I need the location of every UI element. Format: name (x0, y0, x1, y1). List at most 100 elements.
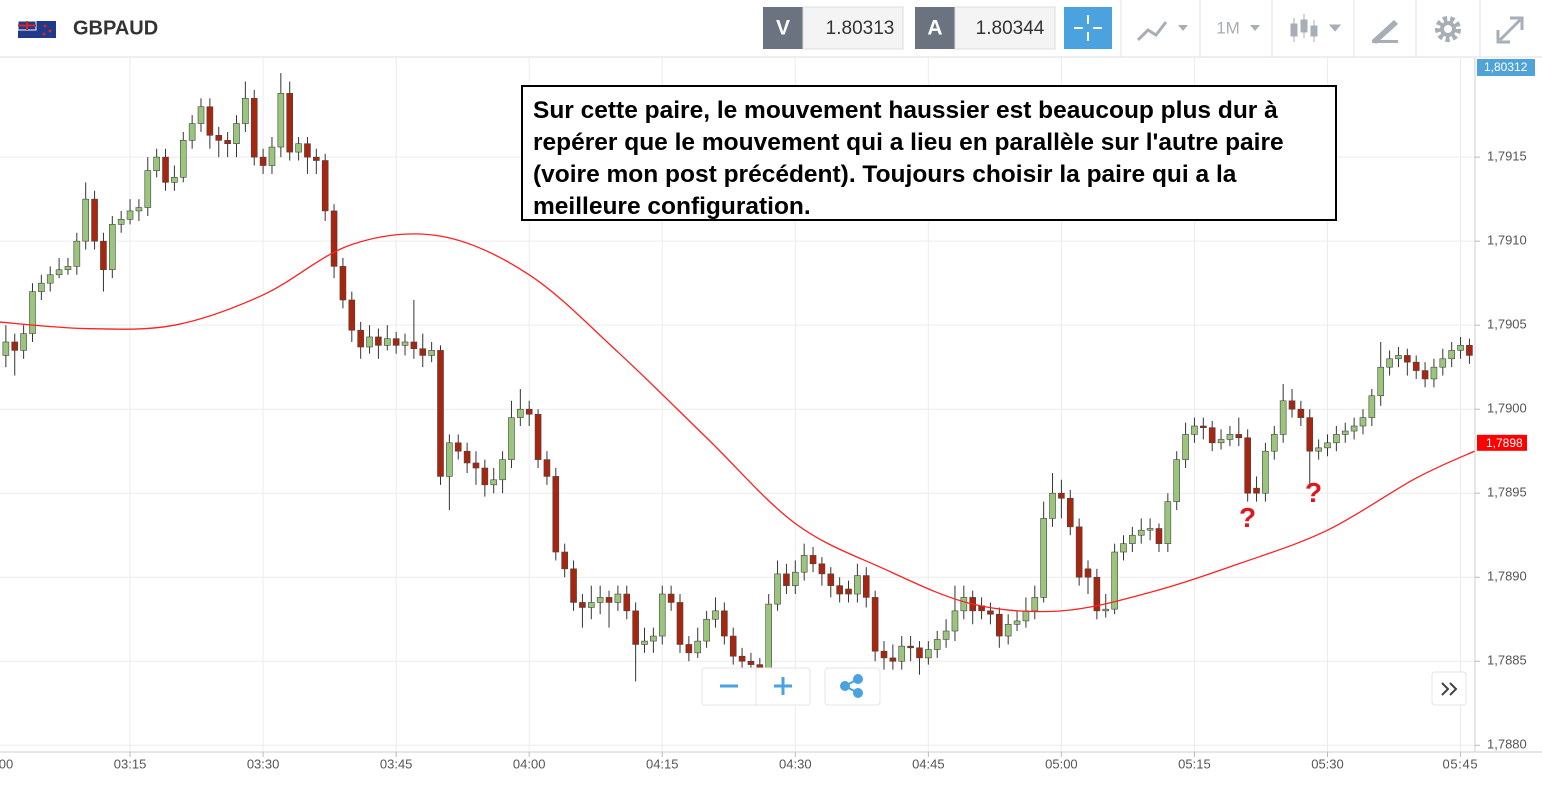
zoom-controls (701, 667, 1467, 706)
candle-body (862, 575, 870, 598)
bid-label: V (776, 17, 790, 40)
candle-body (1306, 417, 1314, 452)
bid-price: 1.80313 (826, 18, 895, 39)
candle-body (144, 170, 152, 208)
y-tick-label: 1,7895 (1487, 485, 1527, 500)
candle-body (1341, 430, 1349, 435)
candle-body (1217, 439, 1225, 444)
x-tick-label: 03:00 (0, 756, 13, 771)
candle-body (38, 282, 45, 292)
candle-body (179, 140, 187, 178)
candle-body (1421, 370, 1429, 380)
candle-body (783, 573, 790, 586)
scroll-right-button[interactable] (1431, 671, 1467, 706)
zoom-in[interactable] (774, 677, 792, 695)
candle-body (188, 123, 196, 141)
candle-body (729, 635, 737, 657)
ask-box[interactable] (954, 6, 1056, 50)
bid-box[interactable] (802, 6, 904, 50)
candle-body (117, 219, 125, 225)
ask-price: 1.80344 (976, 18, 1045, 39)
candle-body (171, 177, 178, 183)
candle-body (1262, 450, 1269, 494)
candle-body (632, 610, 639, 645)
y-tick-label: 1,7880 (1487, 737, 1527, 752)
x-tick-label: 04:00 (513, 756, 546, 771)
candle-body (951, 610, 959, 632)
candle-body (1226, 434, 1234, 440)
candle-body (1102, 608, 1110, 612)
candle-body (712, 610, 719, 620)
candle-body (587, 602, 595, 608)
candle-body (11, 341, 19, 351)
candle-body (82, 198, 89, 242)
x-tick-label: 04:45 (912, 756, 945, 771)
candle-body (765, 603, 772, 670)
candle-body (1013, 620, 1021, 625)
candle-body (1093, 576, 1101, 612)
bid-button[interactable] (763, 7, 803, 49)
ask-button[interactable] (915, 7, 955, 49)
candle-body (747, 660, 755, 665)
question-mark: ? (1239, 502, 1257, 533)
candle-body (348, 299, 356, 331)
candle-body (1448, 350, 1455, 360)
candle-body (419, 348, 427, 356)
candle-body (880, 650, 888, 659)
y-tick-label: 1,7900 (1487, 401, 1527, 416)
candle-body (809, 555, 817, 565)
candle-body (916, 647, 923, 659)
candle-body (437, 350, 444, 477)
candles-button[interactable] (1290, 14, 1342, 42)
candle-body (1173, 459, 1181, 502)
candle-body (933, 639, 941, 650)
candle-body (1439, 358, 1447, 368)
candle-body (366, 336, 373, 348)
candle-body (791, 571, 799, 586)
last-price-tag (1477, 434, 1527, 451)
draw-button[interactable] (1372, 20, 1398, 44)
candle-body (383, 338, 391, 346)
candle-body (375, 336, 382, 346)
candle-body (46, 274, 54, 284)
candle-body (543, 459, 551, 477)
y-tick-label: 1,7910 (1487, 233, 1527, 248)
candle-body (454, 442, 462, 452)
fullscreen-button[interactable] (1496, 16, 1524, 44)
candle-body (126, 210, 134, 220)
candle-body (109, 224, 116, 271)
candle-body (1129, 534, 1136, 544)
settings-button[interactable] (1435, 16, 1461, 42)
candle-body (286, 92, 294, 153)
candle-body (987, 610, 994, 615)
candle-body (1066, 497, 1074, 528)
candle-body (259, 156, 267, 166)
candle-body (1075, 526, 1083, 578)
chart-type-button[interactable] (1136, 21, 1188, 42)
candle-body (667, 593, 675, 603)
candle-body (570, 568, 577, 603)
timeframe-button[interactable]: 1M (1216, 18, 1240, 37)
y-tick-label: 1,7915 (1487, 149, 1527, 164)
share-button[interactable] (824, 667, 881, 706)
candle-body (1164, 501, 1172, 544)
candle-body (304, 143, 311, 158)
candle-body (1457, 345, 1464, 351)
candle-body (641, 640, 648, 645)
dropdown-arrow (1250, 25, 1260, 31)
candle-body (525, 408, 533, 415)
x-tick-label: 05:30 (1311, 756, 1344, 771)
candle-body (1359, 417, 1367, 427)
candle-body (410, 341, 418, 350)
candle-body (233, 123, 240, 144)
crosshair-button[interactable] (1064, 7, 1112, 49)
candle-body (836, 585, 843, 595)
candle-body (898, 645, 906, 662)
candle-body (703, 618, 710, 642)
candle-body (64, 266, 72, 271)
candle-body (1386, 358, 1393, 368)
candle-body (1191, 425, 1198, 435)
candle-body (29, 291, 36, 334)
